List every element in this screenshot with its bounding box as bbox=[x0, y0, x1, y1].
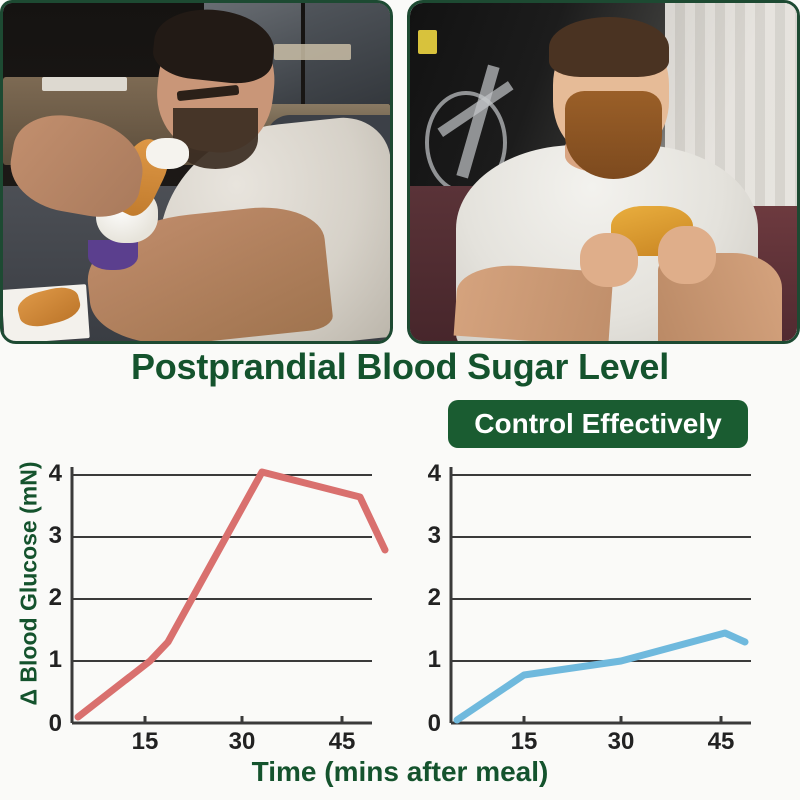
shelf-box bbox=[273, 43, 352, 61]
photo-content-left bbox=[3, 3, 390, 341]
y-tick-2: 2 bbox=[48, 584, 62, 611]
x-tick-45: 45 bbox=[707, 728, 735, 755]
y-tick-4: 4 bbox=[427, 460, 441, 487]
y-tick-3: 3 bbox=[48, 522, 62, 549]
person-left-hand bbox=[580, 232, 639, 287]
x-tick-15: 15 bbox=[510, 728, 538, 755]
whipped-cream-2 bbox=[146, 138, 189, 169]
person-beard bbox=[564, 90, 662, 179]
control-effectively-badge: Control Effectively bbox=[448, 400, 748, 448]
x-tickmarks-left bbox=[143, 716, 344, 723]
y-tick-4: 4 bbox=[48, 460, 62, 487]
series-line-controlled bbox=[453, 629, 749, 724]
x-axis-label: Time (mins after meal) bbox=[251, 756, 549, 787]
plot-right bbox=[449, 467, 751, 725]
charts-container: Δ Blood Glucose (mN) 4 3 2 1 0 15 30 45 bbox=[0, 452, 800, 755]
gridlines-right bbox=[451, 474, 751, 662]
page-title: Postprandial Blood Sugar Level bbox=[130, 346, 670, 387]
person-hair bbox=[549, 16, 670, 78]
x-tick-30: 30 bbox=[228, 728, 256, 755]
series-line-uncontrolled bbox=[74, 468, 389, 721]
plot-left bbox=[70, 467, 389, 725]
y-tick-0: 0 bbox=[48, 710, 62, 737]
y-tick-2: 2 bbox=[427, 584, 441, 611]
person-right-hand bbox=[657, 226, 716, 284]
y-tick-1: 1 bbox=[427, 646, 441, 673]
photo-man-eating-churro bbox=[0, 0, 393, 344]
chart-controlled: 4 3 2 1 0 15 30 45 bbox=[400, 452, 800, 755]
x-tick-15: 15 bbox=[131, 728, 159, 755]
photo-strip bbox=[0, 0, 800, 344]
dessert-cup bbox=[88, 239, 139, 270]
yellow-object bbox=[417, 30, 438, 54]
x-tickmarks-right bbox=[522, 716, 723, 723]
y-tick-1: 1 bbox=[48, 646, 62, 673]
chart-uncontrolled: Δ Blood Glucose (mN) 4 3 2 1 0 15 30 45 bbox=[0, 452, 400, 755]
photo-man-eating-burger bbox=[407, 0, 800, 344]
x-tick-30: 30 bbox=[607, 728, 635, 755]
photo-content-right bbox=[410, 3, 797, 341]
gridlines-left bbox=[72, 474, 372, 662]
y-tick-0: 0 bbox=[427, 710, 441, 737]
paper-stack bbox=[41, 77, 127, 91]
y-tick-3: 3 bbox=[427, 522, 441, 549]
x-tick-45: 45 bbox=[328, 728, 356, 755]
badge-label: Control Effectively bbox=[474, 408, 722, 439]
